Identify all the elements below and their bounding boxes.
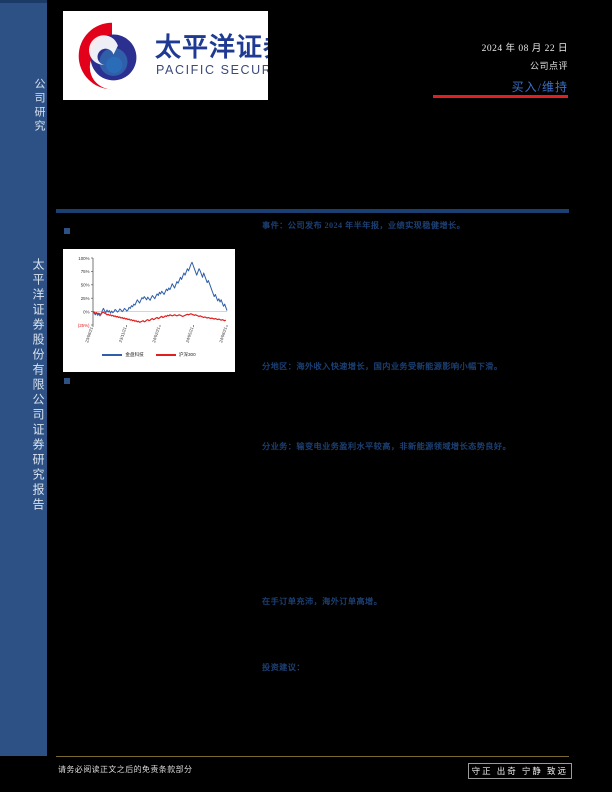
rating-badge: 买入/维持 [511, 80, 568, 94]
legend-swatch-series-0 [102, 354, 123, 356]
company-logo: 太平洋证券 PACIFIC SECURITIES [63, 11, 268, 100]
svg-text:23/08/21: 23/08/21 [84, 326, 94, 344]
footer-disclaimer: 请务必阅读正文之后的免责条款部分 [58, 765, 193, 774]
chart-canvas: 100% 75% 50% 25% 0% (25%)23/08/21 23/11/21 24/0… [78, 256, 228, 344]
svg-text:25%: 25% [81, 296, 90, 301]
svg-text:75%: 75% [81, 269, 90, 274]
svg-text:24/08/21: 24/08/21 [218, 326, 228, 344]
section-heading-advice: 投资建议： [262, 663, 305, 672]
sidebar-top-accent [0, 0, 47, 3]
svg-text:23/11/21: 23/11/21 [118, 326, 128, 343]
footer-slogan: 守正 出奇 宁静 致远 [467, 763, 572, 779]
section-heading-orders: 在手订单充沛，海外订单高增。 [262, 597, 383, 606]
legend-item-series-0: 金盘科技 [102, 352, 144, 358]
legend-swatch-series-1 [155, 354, 176, 356]
report-kind: 公司点评 [529, 61, 568, 71]
chart-plot-area: 100% 75% 50% 25% 0% (25%) 23/08/21 23/11/21 24/0… [67, 253, 231, 347]
legend-item-series-1: 沪深300 [155, 352, 196, 358]
legend-label-series-1: 沪深300 [178, 352, 196, 357]
sidebar-company-label: 太平洋证券股份有限公司证券研究报告 [31, 257, 45, 513]
left-sidebar: 公司研究 太平洋证券股份有限公司证券研究报告 [0, 0, 47, 756]
header-meta: 2024 年 08 月 22 日 公司点评 买入/维持 [308, 40, 568, 95]
svg-text:0%: 0% [83, 309, 89, 314]
logo-chinese-name: 太平洋证券 [155, 33, 268, 63]
svg-text:24/05/21: 24/05/21 [185, 326, 195, 344]
bullet-marker-secondary [64, 378, 70, 384]
pacific-securities-logo-icon [78, 22, 137, 90]
section-heading-by-business: 分业务：输变电业务盈利水平较高，非新能源领域增长态势良好。 [262, 442, 512, 451]
chart-legend: 金盘科技 沪深300 [67, 348, 231, 362]
svg-text:100%: 100% [78, 256, 89, 261]
logo-english-name: PACIFIC SECURITIES [156, 63, 268, 77]
sidebar-category-label: 公司研究 [33, 78, 45, 134]
legend-label-series-0: 金盘科技 [125, 352, 144, 357]
report-date: 2024 年 08 月 22 日 [481, 44, 568, 54]
svg-text:50%: 50% [81, 283, 90, 288]
svg-text:(25%): (25%) [78, 323, 90, 328]
stock-performance-chart: 100% 75% 50% 25% 0% (25%) 23/08/21 23/11/21 24/0… [63, 249, 235, 372]
section-divider-bar [56, 209, 569, 213]
section-heading-by-region: 分地区：海外收入快速增长，国内业务受新能源影响小幅下滑。 [262, 362, 503, 371]
header-red-rule [433, 95, 568, 98]
section-heading-event: 事件：公司发布 2024 年半年报，业绩实现稳健增长。 [262, 221, 466, 230]
svg-text:24/02/21: 24/02/21 [151, 326, 161, 344]
bullet-marker-chart [64, 228, 70, 234]
footer-rule [56, 756, 569, 758]
